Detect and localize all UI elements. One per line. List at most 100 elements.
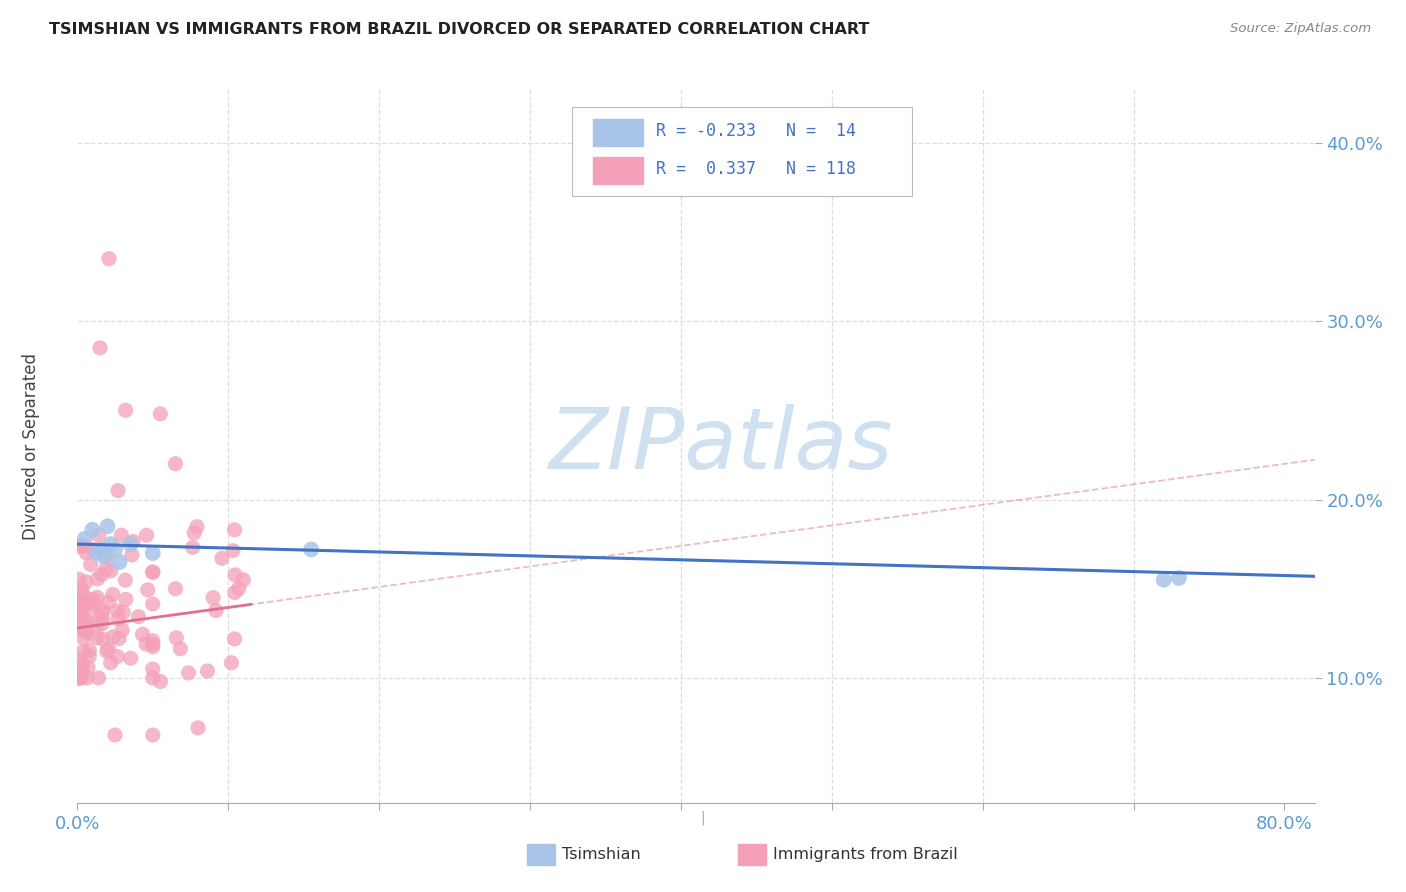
Point xyxy=(101,587,124,601)
Point xyxy=(165,457,187,471)
Point xyxy=(67,592,90,607)
Point xyxy=(142,640,165,654)
Point xyxy=(86,631,108,645)
Point xyxy=(86,572,108,586)
Point xyxy=(177,665,200,680)
Point xyxy=(228,582,250,596)
Point xyxy=(128,609,150,624)
Point xyxy=(72,539,94,553)
Point xyxy=(108,632,131,646)
Point xyxy=(105,649,128,664)
Point xyxy=(73,532,96,546)
Point xyxy=(67,594,90,608)
Text: |: | xyxy=(700,811,706,825)
Bar xyxy=(593,157,643,184)
Point xyxy=(75,574,97,589)
Point xyxy=(72,631,94,645)
Point xyxy=(79,643,101,657)
Point xyxy=(83,542,105,557)
Point xyxy=(104,728,127,742)
Point xyxy=(80,558,103,572)
Point xyxy=(84,619,107,633)
Point xyxy=(122,534,145,549)
Point xyxy=(197,664,219,678)
Point xyxy=(70,662,93,676)
Point xyxy=(97,642,120,657)
Point xyxy=(149,407,172,421)
Point xyxy=(224,585,246,599)
Point xyxy=(72,595,94,609)
Text: Immigrants from Brazil: Immigrants from Brazil xyxy=(773,847,957,862)
Point xyxy=(76,622,98,636)
Point xyxy=(149,674,172,689)
Point xyxy=(120,651,142,665)
Point xyxy=(72,585,94,599)
Point xyxy=(142,728,165,742)
Point xyxy=(70,657,93,672)
Point xyxy=(67,653,90,667)
Point xyxy=(90,567,112,582)
Text: R = -0.233   N =  14: R = -0.233 N = 14 xyxy=(657,122,856,140)
Point xyxy=(100,564,122,578)
Point xyxy=(121,548,143,562)
Point xyxy=(221,656,243,670)
Point xyxy=(187,721,209,735)
Point xyxy=(108,555,131,569)
Point xyxy=(72,644,94,658)
Point xyxy=(111,623,134,637)
Point xyxy=(96,549,118,564)
Point xyxy=(86,546,108,560)
Text: R =  0.337   N = 118: R = 0.337 N = 118 xyxy=(657,161,856,178)
Point xyxy=(75,624,97,638)
Point xyxy=(73,540,96,554)
Point xyxy=(136,582,159,597)
Point xyxy=(110,528,132,542)
Point xyxy=(96,644,118,658)
FancyBboxPatch shape xyxy=(572,107,912,196)
Point xyxy=(186,519,208,533)
Point xyxy=(76,671,98,685)
Point xyxy=(104,542,127,557)
Point xyxy=(202,591,225,605)
Point xyxy=(96,519,118,533)
Point xyxy=(67,671,90,685)
Point xyxy=(211,551,233,566)
Point xyxy=(114,403,136,417)
Point xyxy=(100,537,122,551)
Point xyxy=(82,523,104,537)
Point xyxy=(107,483,129,498)
Point xyxy=(70,671,93,685)
Point xyxy=(87,528,110,542)
Point xyxy=(70,582,93,597)
Point xyxy=(115,592,138,607)
Text: Source: ZipAtlas.com: Source: ZipAtlas.com xyxy=(1230,22,1371,36)
Point xyxy=(67,572,90,586)
Point xyxy=(94,562,117,576)
Point xyxy=(67,604,90,618)
Point xyxy=(91,616,114,631)
Point xyxy=(91,612,114,626)
Point xyxy=(1167,571,1189,585)
Point xyxy=(101,630,124,644)
Point xyxy=(222,543,245,558)
Point xyxy=(183,525,205,540)
Point xyxy=(165,631,187,645)
Point xyxy=(79,592,101,607)
Point xyxy=(91,632,114,646)
Point xyxy=(299,542,322,557)
Point xyxy=(87,671,110,685)
Text: TSIMSHIAN VS IMMIGRANTS FROM BRAZIL DIVORCED OR SEPARATED CORRELATION CHART: TSIMSHIAN VS IMMIGRANTS FROM BRAZIL DIVO… xyxy=(49,22,869,37)
Point xyxy=(69,623,91,637)
Point xyxy=(142,597,165,611)
Point xyxy=(142,637,165,651)
Point xyxy=(142,633,165,648)
Point xyxy=(135,528,157,542)
Point xyxy=(93,549,115,564)
Point xyxy=(79,593,101,607)
Point xyxy=(79,648,101,663)
Point xyxy=(98,252,121,266)
Point xyxy=(77,660,100,674)
Point xyxy=(97,595,120,609)
Point xyxy=(131,627,153,641)
Point xyxy=(100,656,122,670)
